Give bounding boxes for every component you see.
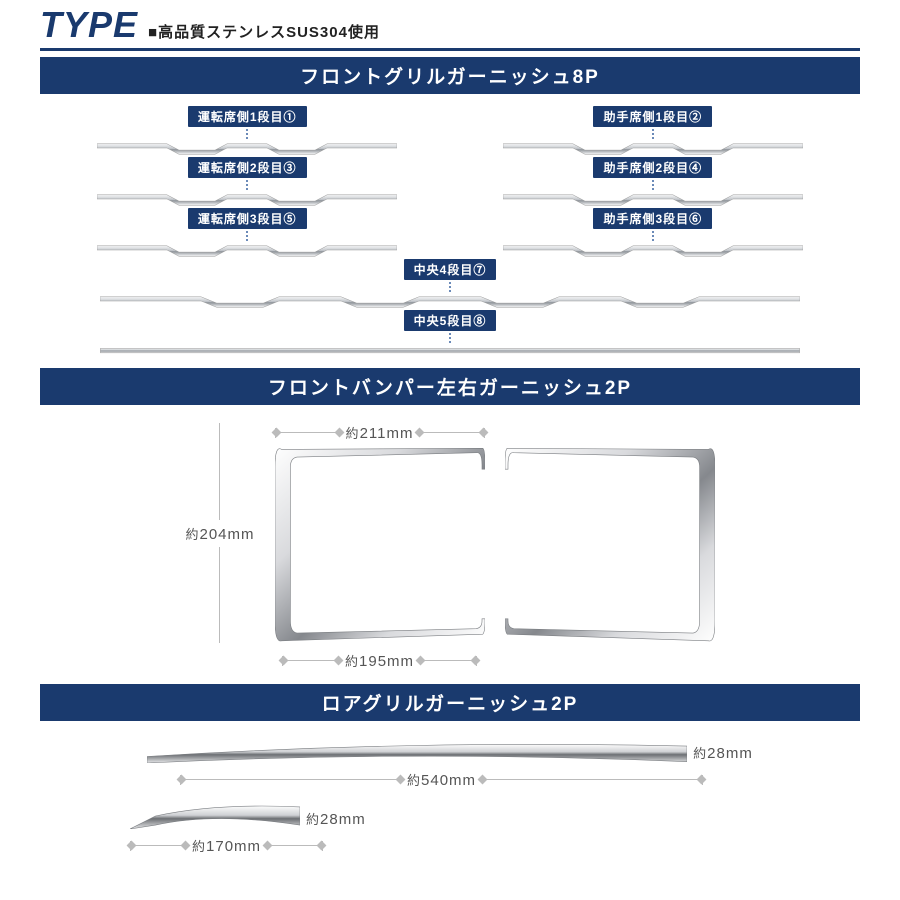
- lower-grille-area: 約28mm 約540mm 約28mm: [40, 733, 860, 855]
- connector-dot: [449, 333, 451, 343]
- connector-dot: [652, 180, 654, 190]
- dim-long-height: 約28mm: [693, 743, 753, 762]
- grille-col-right-2: 助手席側2段目④: [466, 157, 840, 206]
- grille-center-5: 中央5段目⑧: [60, 310, 840, 356]
- dim-height-label: 約204mm: [185, 520, 254, 547]
- chrome-strip-right-3: [503, 243, 803, 257]
- lower-strip-long: [147, 737, 687, 768]
- bumper-right-group: [505, 423, 715, 648]
- lower-strip-short: [130, 803, 300, 834]
- dim-short-width: 約170mm: [130, 836, 366, 855]
- grille-col-right-1: 助手席側1段目②: [466, 106, 840, 155]
- tag-center-4: 中央4段目⑦: [404, 259, 497, 280]
- section3-banner: ロアグリルガーニッシュ2P: [40, 684, 860, 721]
- tag-right-1: 助手席側1段目②: [593, 106, 712, 127]
- lower-short-row: 約28mm: [130, 803, 366, 834]
- connector-dot: [652, 129, 654, 139]
- dim-height-group: 約204mm: [185, 423, 254, 643]
- connector-dot: [652, 231, 654, 241]
- bumper-area: 約204mm 約211mm: [40, 417, 860, 678]
- dim-width-bottom: 約195mm: [282, 651, 477, 670]
- tag-center-5: 中央5段目⑧: [404, 310, 497, 331]
- section2-banner: フロントバンパー左右ガーニッシュ2P: [40, 368, 860, 405]
- connector-dot: [246, 129, 248, 139]
- tag-left-2: 運転席側2段目③: [188, 157, 307, 178]
- chrome-strip-left-3: [97, 243, 397, 257]
- type-header: TYPE ■高品質ステンレスSUS304使用: [40, 4, 860, 51]
- grille-center-4: 中央4段目⑦: [60, 259, 840, 308]
- tag-left-1: 運転席側1段目①: [188, 106, 307, 127]
- lower-long-row: 約28mm: [147, 737, 753, 768]
- tag-right-2: 助手席側2段目④: [593, 157, 712, 178]
- section1-banner: フロントグリルガーニッシュ8P: [40, 57, 860, 94]
- chrome-strip-right-2: [503, 192, 803, 206]
- bumper-frame-left: [275, 445, 485, 648]
- lower-short-group: 約28mm 約170mm: [130, 803, 366, 855]
- type-subtitle: ■高品質ステンレスSUS304使用: [148, 21, 380, 42]
- dim-width-top-label: 約211mm: [340, 423, 420, 442]
- connector-dot: [246, 180, 248, 190]
- grille-col-left-1: 運転席側1段目①: [60, 106, 434, 155]
- grille-grid: 運転席側1段目① 助手席側1段目② 運転席側2段目③: [40, 106, 860, 358]
- tag-right-3: 助手席側3段目⑥: [593, 208, 712, 229]
- chrome-strip-left-1: [97, 141, 397, 155]
- chrome-strip-left-2: [97, 192, 397, 206]
- grille-col-left-2: 運転席側2段目③: [60, 157, 434, 206]
- bumper-left-group: 約211mm 約195mm: [275, 423, 485, 670]
- dim-long-width-label: 約540mm: [401, 770, 482, 789]
- chrome-strip-center-4: [100, 294, 800, 308]
- grille-col-left-3: 運転席側3段目⑤: [60, 208, 434, 257]
- type-title: TYPE: [40, 4, 138, 46]
- connector-dot: [246, 231, 248, 241]
- bumper-frame-right: [505, 445, 715, 648]
- tag-left-3: 運転席側3段目⑤: [188, 208, 307, 229]
- dim-long-width: 約540mm: [180, 770, 720, 789]
- dim-width-bottom-label: 約195mm: [339, 651, 420, 670]
- dim-short-width-label: 約170mm: [186, 836, 267, 855]
- connector-dot: [449, 282, 451, 292]
- grille-row-1: 運転席側1段目① 助手席側1段目②: [60, 106, 840, 155]
- grille-col-right-3: 助手席側3段目⑥: [466, 208, 840, 257]
- dim-short-height: 約28mm: [306, 809, 366, 828]
- chrome-strip-right-1: [503, 141, 803, 155]
- grille-row-2: 運転席側2段目③ 助手席側2段目④: [60, 157, 840, 206]
- page: TYPE ■高品質ステンレスSUS304使用 フロントグリルガーニッシュ8P 運…: [0, 0, 900, 855]
- grille-row-3: 運転席側3段目⑤ 助手席側3段目⑥: [60, 208, 840, 257]
- dim-width-top: 約211mm: [275, 423, 485, 442]
- chrome-strip-center-5: [100, 345, 800, 356]
